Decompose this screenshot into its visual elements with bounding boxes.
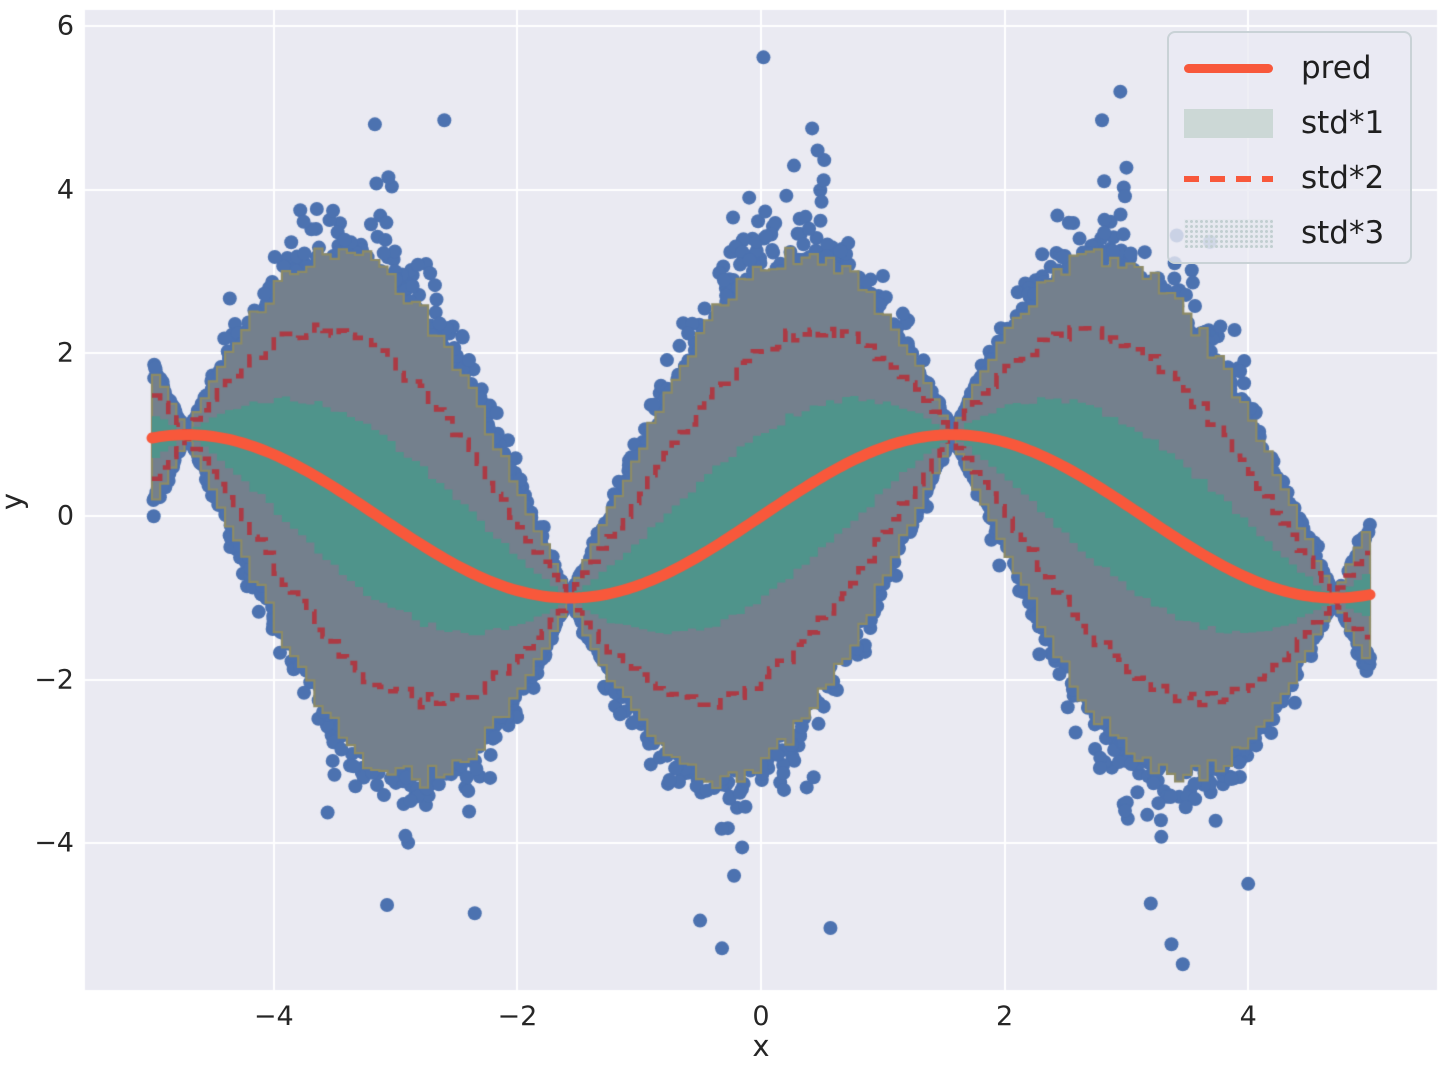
std1-patch-swatch [1184, 109, 1273, 138]
legend-item-pred: pred [1184, 41, 1410, 96]
y-tick-label: 6 [56, 10, 74, 42]
y-tick-label: 4 [56, 174, 74, 206]
y-axis-label: y [0, 493, 29, 510]
legend-label: std*2 [1301, 160, 1385, 196]
std3-dotted-patch-swatch [1184, 219, 1273, 248]
legend: pred std*1 std*2 std*3 [1167, 31, 1412, 264]
x-tick-label: 0 [752, 1001, 770, 1032]
x-tick-label: 4 [1239, 1001, 1257, 1032]
legend-item-std1: std*1 [1184, 96, 1410, 151]
pred-line-swatch [1184, 64, 1273, 73]
y-tick-label: 2 [56, 337, 74, 369]
legend-item-std2: std*2 [1184, 151, 1410, 206]
x-axis-label: x [752, 1029, 770, 1063]
legend-label: std*3 [1301, 215, 1385, 251]
std2-dashed-swatch [1184, 175, 1273, 182]
legend-label: pred [1301, 50, 1372, 86]
x-tick-label: −2 [497, 1001, 538, 1032]
y-tick-label: 0 [56, 500, 74, 532]
x-tick-label: −4 [253, 1001, 294, 1032]
y-tick-label: −4 [34, 827, 74, 859]
x-tick-label: 2 [996, 1001, 1014, 1032]
legend-label: std*1 [1301, 105, 1385, 141]
legend-item-std3: std*3 [1184, 206, 1410, 261]
y-tick-label: −2 [34, 664, 74, 696]
